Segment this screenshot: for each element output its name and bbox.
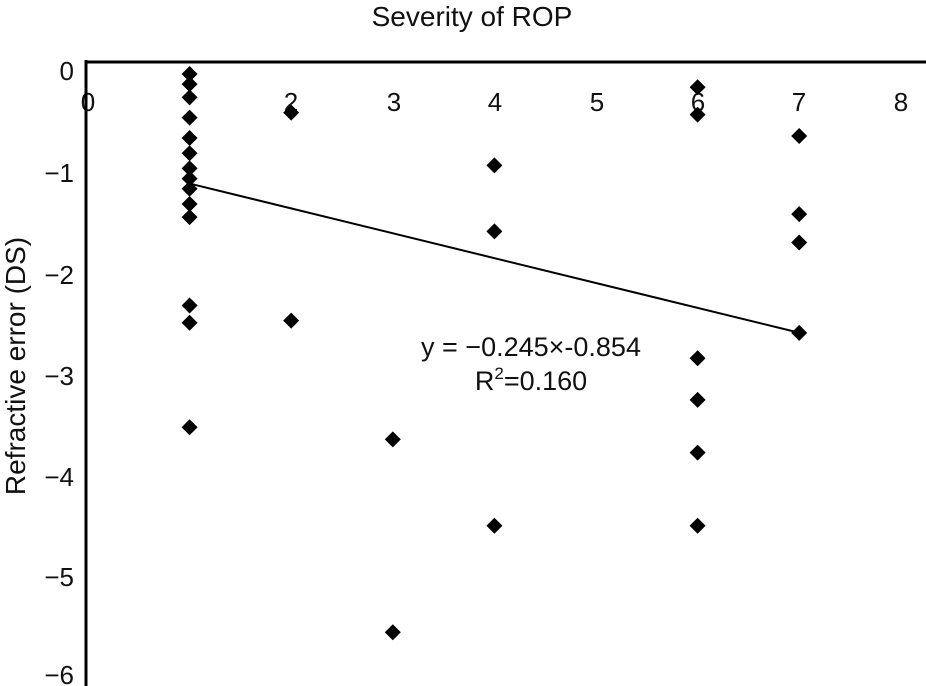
x-tick-label: 5 — [590, 87, 604, 117]
y-tick-label: −1 — [44, 158, 74, 188]
r-squared-prefix: R — [475, 366, 495, 396]
data-point — [181, 209, 198, 226]
data-point — [791, 234, 808, 251]
data-point — [689, 106, 706, 123]
data-point — [181, 195, 198, 212]
x-axis: 0 2 3 4 5 6 7 8 — [81, 60, 926, 117]
r-squared-label: R2=0.160 — [475, 364, 587, 396]
data-point — [181, 129, 198, 146]
data-point — [181, 145, 198, 162]
y-axis: 0 −1 −2 −3 −4 −5 −6 Refractive error (DS… — [0, 56, 88, 686]
x-tick-label: 6 — [691, 87, 705, 117]
data-point — [384, 431, 401, 448]
data-point — [181, 160, 198, 177]
y-tick-label: 0 — [60, 56, 74, 86]
r-squared-value: =0.160 — [504, 366, 587, 396]
data-point — [181, 314, 198, 331]
trendline — [189, 182, 800, 334]
data-point — [283, 312, 300, 329]
data-point — [283, 104, 300, 121]
y-tick-label: −5 — [44, 562, 74, 592]
r-squared-power: 2 — [494, 364, 503, 383]
data-point — [689, 517, 706, 534]
data-point — [689, 79, 706, 96]
x-tick-label: 3 — [387, 87, 401, 117]
data-point — [486, 517, 503, 534]
data-points — [181, 66, 808, 641]
data-point — [486, 157, 503, 174]
data-point — [181, 419, 198, 436]
regression-annotation: y = −0.245×-0.854 R2=0.160 — [421, 332, 641, 396]
data-point — [486, 223, 503, 240]
x-tick-label: 0 — [81, 87, 95, 117]
x-tick-label: 4 — [488, 87, 502, 117]
chart-title: Severity of ROP — [372, 1, 573, 32]
data-point — [791, 127, 808, 144]
trendline-group — [189, 182, 800, 334]
data-point — [689, 391, 706, 408]
data-point — [384, 624, 401, 641]
data-point — [181, 109, 198, 126]
y-tick-label: −3 — [44, 361, 74, 391]
x-tick-label: 8 — [894, 87, 908, 117]
data-point — [181, 297, 198, 314]
data-point — [689, 444, 706, 461]
data-point — [181, 66, 198, 83]
data-point — [689, 350, 706, 367]
data-point — [181, 170, 198, 187]
data-point — [181, 180, 198, 197]
data-point — [791, 206, 808, 223]
y-tick-label: −6 — [44, 660, 74, 686]
data-point — [181, 89, 198, 106]
y-axis-label: Refractive error (DS) — [0, 237, 31, 495]
y-tick-label: −2 — [44, 260, 74, 290]
x-tick-label: 7 — [792, 87, 806, 117]
data-point — [791, 324, 808, 341]
regression-equation: y = −0.245×-0.854 — [421, 332, 641, 362]
data-point — [181, 76, 198, 93]
y-tick-label: −4 — [44, 462, 74, 492]
